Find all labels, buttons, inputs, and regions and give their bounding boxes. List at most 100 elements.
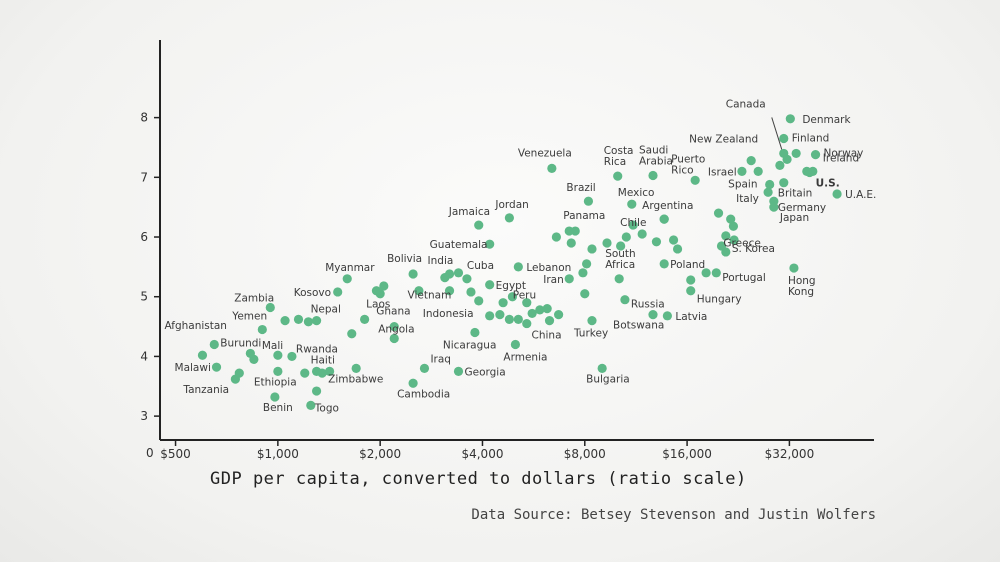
label-puerto-rico: Puerto Rico bbox=[671, 153, 705, 176]
point-south-africa bbox=[614, 274, 624, 284]
point-77 bbox=[303, 317, 314, 327]
point-guatemala bbox=[485, 239, 495, 249]
label-kosovo: Kosovo bbox=[294, 287, 331, 299]
label-nicaragua: Nicaragua bbox=[443, 340, 496, 352]
point-82 bbox=[360, 314, 370, 325]
point-76 bbox=[293, 314, 304, 325]
label-zambia: Zambia bbox=[234, 292, 274, 304]
point-japan bbox=[769, 202, 779, 212]
point-iraq bbox=[419, 363, 430, 373]
point-u-a-e- bbox=[832, 189, 842, 199]
label-bulgaria: Bulgaria bbox=[586, 373, 630, 385]
x-tick-label-16000: $16,000 bbox=[662, 447, 712, 461]
label-myanmar: Myanmar bbox=[325, 262, 375, 274]
point-109 bbox=[672, 244, 683, 254]
point-costa-rica bbox=[613, 171, 623, 181]
point-72 bbox=[234, 368, 244, 378]
point-benin bbox=[270, 392, 280, 402]
point-125 bbox=[602, 238, 612, 248]
label-laos: Laos bbox=[366, 299, 390, 311]
point-83 bbox=[347, 329, 357, 339]
point-bulgaria bbox=[597, 363, 607, 373]
point-italy bbox=[763, 187, 773, 197]
label-greece: Greece bbox=[723, 237, 760, 249]
point-87 bbox=[440, 273, 450, 283]
point-88 bbox=[453, 268, 464, 278]
label-south-africa: South Africa bbox=[605, 248, 636, 271]
label-canada: Canada bbox=[726, 98, 766, 110]
point-121 bbox=[791, 148, 801, 159]
data-source: Data Source: Betsey Stevenson and Justin… bbox=[471, 507, 876, 523]
point-122 bbox=[802, 166, 812, 176]
label-yemen: Yemen bbox=[231, 311, 267, 323]
point-vietnam bbox=[444, 286, 455, 296]
y-tick-label-5: 5 bbox=[140, 290, 148, 304]
label-egypt: Egypt bbox=[496, 280, 526, 292]
label-indonesia: Indonesia bbox=[423, 308, 474, 320]
label-hungary: Hungary bbox=[697, 294, 742, 306]
point-venezuela bbox=[547, 163, 557, 173]
label-peru: Peru bbox=[513, 290, 536, 302]
point-110 bbox=[659, 214, 669, 224]
label-israel: Israel bbox=[708, 166, 737, 178]
point-mexico bbox=[627, 199, 637, 209]
label-cambodia: Cambodia bbox=[397, 388, 450, 400]
label-rwanda: Rwanda bbox=[296, 343, 338, 355]
y-tick-label-8: 8 bbox=[140, 111, 148, 125]
point-jordan bbox=[504, 213, 514, 223]
label-guatemala: Guatemala bbox=[430, 239, 488, 251]
label-u-s-: U.S. bbox=[816, 178, 840, 190]
point-124 bbox=[628, 220, 638, 230]
label-ethiopia: Ethiopia bbox=[254, 376, 297, 388]
point-hong-kong bbox=[789, 263, 799, 273]
point-russia bbox=[620, 295, 630, 305]
y-tick-label-6: 6 bbox=[140, 230, 148, 244]
label-china: China bbox=[532, 330, 562, 342]
label-hong-kong: Hong Kong bbox=[788, 275, 816, 298]
label-s-korea: S. Korea bbox=[732, 243, 775, 255]
point-119 bbox=[775, 160, 785, 170]
x-tick-label-8000: $8,000 bbox=[564, 447, 606, 461]
point-96 bbox=[535, 305, 545, 315]
label-saudi-arabia: Saudi Arabia bbox=[639, 145, 673, 168]
point-britain bbox=[779, 178, 789, 188]
point-norway bbox=[810, 150, 821, 160]
point-97 bbox=[542, 304, 552, 314]
point-99 bbox=[580, 289, 590, 299]
x-axis-label: GDP per capita, converted to dollars (ra… bbox=[210, 469, 747, 489]
y-tick-label-3: 3 bbox=[140, 409, 148, 423]
label-georgia: Georgia bbox=[464, 366, 505, 378]
x-tick-label-1000: $1,000 bbox=[257, 447, 299, 461]
point-chile bbox=[637, 229, 647, 239]
point-zambia bbox=[265, 302, 275, 313]
x-tick-label-32000: $32,000 bbox=[765, 447, 815, 461]
label-panama: Panama bbox=[563, 210, 605, 222]
point-nepal bbox=[311, 315, 322, 326]
label-nepal: Nepal bbox=[311, 304, 341, 316]
point-indonesia bbox=[474, 296, 484, 306]
point-114 bbox=[721, 231, 731, 241]
point-togo bbox=[306, 400, 316, 410]
label-brazil: Brazil bbox=[566, 182, 595, 194]
point-120 bbox=[782, 154, 792, 165]
x-tick-label-4000: $4,000 bbox=[461, 447, 503, 461]
label-russia: Russia bbox=[631, 299, 665, 311]
label-haiti: Haiti bbox=[311, 354, 335, 366]
point-portugal bbox=[711, 268, 721, 278]
label-denmark: Denmark bbox=[802, 114, 851, 126]
label-mexico: Mexico bbox=[618, 187, 655, 199]
point-108 bbox=[668, 235, 679, 245]
label-britain: Britain bbox=[778, 188, 813, 200]
label-germany: Germany bbox=[778, 202, 826, 214]
point-greece bbox=[728, 221, 739, 231]
point-cuba bbox=[462, 274, 472, 284]
label-vietnam: Vietnam bbox=[408, 290, 452, 302]
data-points bbox=[197, 114, 842, 410]
point-ethiopia bbox=[273, 366, 283, 376]
point-116 bbox=[713, 208, 724, 218]
point-lebanon bbox=[513, 262, 523, 272]
point-92 bbox=[504, 314, 514, 325]
point-turkey bbox=[587, 315, 597, 326]
point-75 bbox=[280, 315, 290, 326]
